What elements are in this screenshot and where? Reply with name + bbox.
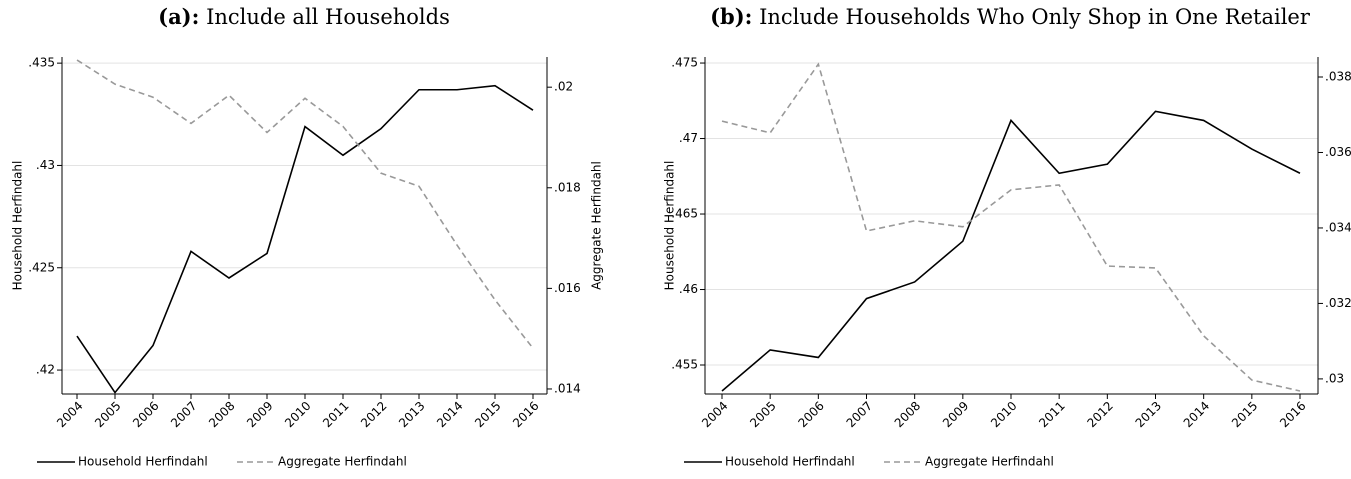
- title-label: (a):: [158, 4, 199, 29]
- y-tick-label: .42: [36, 363, 55, 377]
- y-tick-label: .425: [28, 260, 55, 274]
- y-tick-label: .475: [671, 56, 698, 70]
- title-label: (b):: [710, 4, 752, 29]
- y2-tick-label: .018: [554, 180, 581, 194]
- y2-tick-label: .02: [554, 80, 573, 94]
- series-line: [76, 59, 534, 349]
- x-tick-label: 2012: [358, 399, 389, 430]
- x-tick-label: 2009: [244, 399, 275, 430]
- y2-tick-label: .014: [554, 381, 581, 395]
- y-tick-label: .47: [679, 131, 698, 145]
- series-line: [721, 62, 1301, 392]
- y2-tick-label: .034: [1325, 220, 1351, 234]
- x-tick-label: 2008: [892, 399, 923, 430]
- x-tick-label: 2010: [282, 399, 313, 430]
- y-axis-label: Household Herfindahl: [663, 161, 677, 291]
- x-tick-label: 2013: [1133, 399, 1164, 430]
- legend-label: Aggregate Herfindahl: [925, 455, 1054, 469]
- y-axis-label: Household Herfindahl: [11, 161, 25, 291]
- x-tick-label: 2005: [92, 399, 123, 430]
- x-tick-label: 2010: [988, 399, 1019, 430]
- x-tick-label: 2013: [396, 399, 427, 430]
- x-tick-label: 2015: [1229, 399, 1260, 430]
- x-tick-label: 2012: [1084, 399, 1115, 430]
- y-tick-label: .43: [36, 158, 55, 172]
- series-line: [76, 84, 534, 394]
- x-tick-label: 2014: [434, 399, 465, 430]
- x-tick-label: 2005: [747, 399, 778, 430]
- y-tick-label: .435: [28, 56, 55, 70]
- x-tick-label: 2014: [1181, 399, 1212, 430]
- x-tick-label: 2007: [168, 399, 199, 430]
- title-text: Include all Households: [206, 5, 450, 29]
- x-tick-label: 2008: [206, 399, 237, 430]
- y2-tick-label: .016: [554, 281, 581, 295]
- x-tick-label: 2015: [472, 399, 503, 430]
- x-tick-label: 2004: [54, 399, 85, 430]
- x-tick-label: 2007: [844, 399, 875, 430]
- x-tick-label: 2004: [699, 399, 730, 430]
- series-line: [721, 110, 1301, 392]
- x-tick-label: 2011: [320, 399, 351, 430]
- y2-tick-label: .03: [1325, 371, 1344, 385]
- x-tick-label: 2016: [1277, 399, 1308, 430]
- title-text: Include Households Who Only Shop in One …: [759, 5, 1311, 29]
- x-tick-label: 2009: [940, 399, 971, 430]
- y-tick-label: .46: [679, 282, 698, 296]
- x-tick-label: 2011: [1036, 399, 1067, 430]
- chart-title: (a): Include all Households: [158, 4, 450, 29]
- y2-tick-label: .038: [1325, 70, 1351, 84]
- x-tick-label: 2006: [795, 399, 826, 430]
- y-tick-label: .465: [671, 207, 698, 221]
- chart-title: (b): Include Households Who Only Shop in…: [710, 4, 1311, 29]
- legend-label: Household Herfindahl: [725, 455, 855, 469]
- y2-tick-label: .032: [1325, 296, 1351, 310]
- x-tick-label: 2016: [510, 399, 541, 430]
- y2-axis-label: Aggregate Herfindahl: [590, 161, 604, 290]
- y-tick-label: .455: [671, 358, 698, 372]
- legend-label: Aggregate Herfindahl: [278, 455, 407, 469]
- legend-label: Household Herfindahl: [78, 455, 208, 469]
- x-tick-label: 2006: [130, 399, 161, 430]
- y2-tick-label: .036: [1325, 145, 1351, 159]
